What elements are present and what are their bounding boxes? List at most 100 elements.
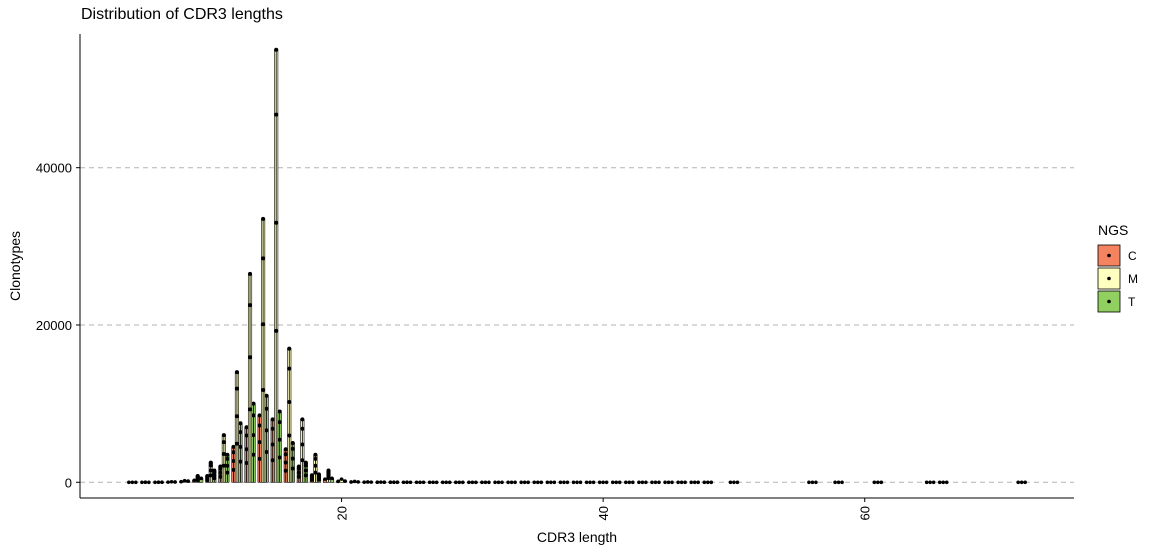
- point: [349, 480, 353, 484]
- point: [1019, 480, 1024, 485]
- point: [705, 480, 710, 485]
- point: [261, 216, 266, 221]
- point: [225, 452, 230, 457]
- point: [274, 112, 279, 117]
- point: [496, 480, 501, 485]
- point: [614, 480, 619, 485]
- point: [248, 303, 253, 308]
- point: [937, 480, 942, 485]
- y-tick-label: 20000: [36, 318, 72, 333]
- point: [480, 480, 484, 485]
- point: [631, 480, 635, 485]
- point: [522, 480, 527, 485]
- point: [244, 447, 249, 452]
- point: [300, 442, 305, 447]
- point: [493, 480, 497, 485]
- point: [352, 479, 357, 484]
- point: [408, 480, 413, 485]
- point: [257, 423, 262, 428]
- point: [303, 468, 308, 473]
- point: [591, 480, 596, 485]
- point: [421, 480, 426, 485]
- point: [702, 480, 707, 485]
- point: [208, 468, 213, 473]
- point: [179, 479, 183, 484]
- point: [356, 480, 360, 484]
- point: [296, 470, 301, 475]
- point: [401, 480, 406, 485]
- point: [277, 409, 282, 414]
- point: [392, 480, 396, 484]
- point: [143, 480, 148, 485]
- point: [257, 456, 262, 461]
- point: [261, 256, 266, 261]
- point: [709, 480, 714, 485]
- point: [261, 322, 266, 327]
- point: [532, 480, 537, 485]
- point: [225, 456, 230, 461]
- point: [277, 437, 282, 442]
- point: [440, 480, 445, 485]
- legend: NGS CMT: [1097, 222, 1138, 313]
- point: [283, 452, 288, 457]
- point: [558, 480, 563, 485]
- point: [290, 456, 295, 461]
- point: [270, 458, 275, 463]
- point: [840, 480, 844, 485]
- point: [290, 466, 295, 471]
- gridlines: [80, 167, 1074, 483]
- point: [313, 463, 318, 468]
- point: [248, 407, 253, 412]
- point: [362, 480, 367, 484]
- point: [234, 441, 239, 446]
- x-tick-label: 40: [596, 506, 611, 520]
- point: [225, 463, 230, 468]
- legend-key-point: [1107, 299, 1111, 304]
- point: [212, 473, 217, 478]
- point: [218, 474, 223, 479]
- point: [234, 370, 239, 375]
- point: [565, 480, 570, 485]
- point: [414, 480, 419, 485]
- point: [264, 393, 269, 398]
- point: [238, 421, 243, 426]
- point: [251, 401, 256, 406]
- y-axis-title: Clonotypes: [7, 231, 23, 301]
- point: [208, 463, 213, 468]
- point: [379, 480, 383, 484]
- point: [836, 480, 841, 485]
- point: [283, 468, 288, 473]
- point: [313, 470, 318, 475]
- point: [807, 480, 811, 485]
- point: [624, 480, 628, 485]
- point: [287, 366, 292, 371]
- point: [487, 480, 491, 485]
- point: [134, 480, 138, 485]
- point: [264, 428, 269, 433]
- point: [872, 480, 877, 485]
- point: [588, 480, 592, 485]
- point: [173, 480, 177, 484]
- chart-title: Distribution of CDR3 lengths: [81, 6, 283, 23]
- point: [234, 386, 239, 391]
- point: [140, 480, 144, 485]
- point: [444, 480, 449, 485]
- point: [735, 480, 740, 485]
- point: [810, 480, 815, 485]
- point: [274, 220, 279, 225]
- point: [300, 458, 305, 463]
- point: [270, 417, 275, 422]
- point: [270, 426, 275, 431]
- point: [833, 480, 837, 485]
- point: [127, 480, 131, 485]
- point: [231, 459, 236, 464]
- point: [316, 477, 321, 482]
- point: [336, 479, 340, 484]
- point: [663, 480, 667, 485]
- legend-key-point: [1107, 253, 1111, 258]
- point: [261, 388, 266, 393]
- point: [248, 355, 253, 360]
- x-tick-label: 20: [335, 506, 350, 520]
- point: [526, 480, 530, 485]
- point: [221, 451, 226, 456]
